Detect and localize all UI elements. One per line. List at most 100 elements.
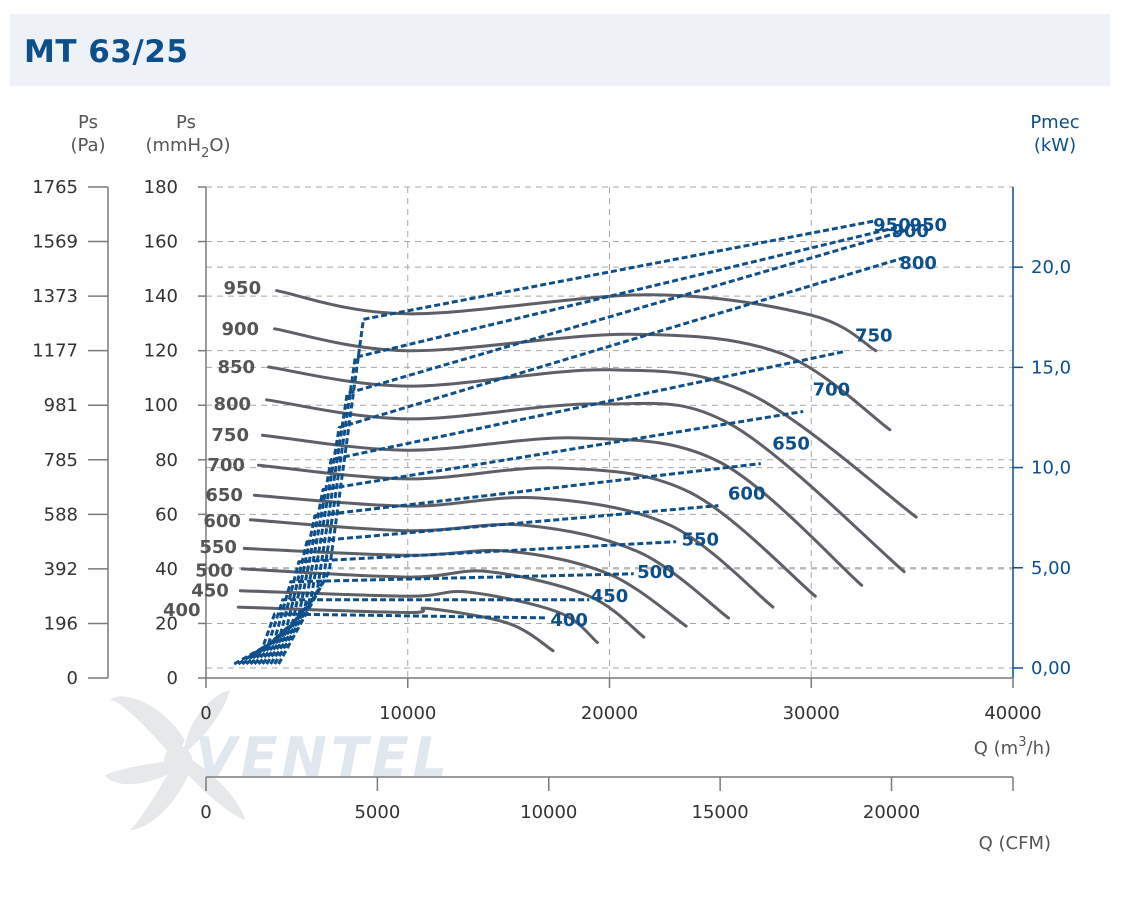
power-curve-label: 600: [728, 484, 766, 505]
power-curve-label: 750: [855, 325, 893, 346]
power-curve-label: 950: [909, 215, 947, 236]
cfm-tick-label: 0: [200, 802, 211, 823]
pressure-curve-600: [248, 518, 730, 620]
axis-ticks: 0 20 40 60 80 100 120 140 160 180 0 196 392 588 785 981…: [32, 177, 1071, 823]
pressure-curve-label: 500: [195, 560, 233, 581]
curve-labels: 9509008508007507006506005505004504009509…: [163, 215, 947, 631]
pressure-curve-label: 450: [191, 581, 229, 602]
m3h-tick-label: 20000: [581, 703, 638, 724]
fan-blade-icon: [105, 690, 245, 830]
power-curve-500: [241, 572, 634, 666]
power-curve-label: 800: [899, 253, 937, 274]
power-curves: [233, 219, 911, 666]
m3h-tick-label: 40000: [984, 703, 1041, 724]
mmh2o-tick-label: 40: [155, 559, 178, 580]
mmh2o-subscript: 2: [201, 146, 209, 161]
power-curve-400: [233, 612, 545, 666]
power-curve-label: 550: [681, 530, 719, 551]
pressure-curve-label: 950: [224, 278, 262, 299]
mmh2o-suffix: O): [209, 135, 230, 156]
power-curve-800: [265, 255, 907, 665]
pressure-curve-label: 750: [211, 425, 249, 446]
cfm-tick-label: 5000: [354, 802, 400, 823]
kw-tick-label: 15,0: [1031, 357, 1071, 378]
kw-tick-label: 20,0: [1031, 257, 1071, 278]
mmh2o-tick-label: 20: [155, 613, 178, 634]
pressure-curve-label: 800: [213, 394, 251, 415]
m3h-tick-label: 0: [200, 703, 211, 724]
pressure-curve-label: 850: [217, 357, 255, 378]
mmh2o-tick-label: 120: [144, 341, 178, 362]
mmh2o-tick-label: 60: [155, 504, 178, 525]
power-curve-850: [269, 227, 911, 665]
mmh2o-axis-title-line2: (mmH2O): [145, 135, 230, 161]
pressure-curve-850: [267, 365, 918, 519]
cfm-tick-label: 20000: [863, 802, 920, 823]
pressure-curve-label: 700: [207, 455, 245, 476]
chart-axes: [107, 187, 1014, 778]
q-m3h-superscript: 3: [1018, 735, 1026, 750]
power-curve-650: [253, 462, 761, 666]
kw-tick-label: 5,00: [1031, 558, 1071, 579]
kw-tick-label: 0,00: [1031, 658, 1071, 679]
mmh2o-tick-label: 0: [167, 668, 178, 689]
ventel-logo-watermark: VENTEL: [105, 690, 451, 830]
pressure-curve-label: 650: [205, 485, 243, 506]
pressure-curve-650: [252, 493, 775, 609]
pa-tick-label: 1177: [32, 341, 78, 362]
cfm-tick-label: 10000: [520, 802, 577, 823]
cfm-tick-label: 15000: [692, 802, 749, 823]
power-curve-label: 900: [891, 221, 929, 242]
pa-tick-label: 1373: [32, 286, 78, 307]
pa-tick-label: 981: [44, 395, 78, 416]
power-curve-label: 700: [813, 379, 851, 400]
mmh2o-axis-title-line1: Ps: [176, 112, 196, 133]
pressure-curve-label: 400: [163, 600, 201, 621]
page-title: MT 63/25: [24, 34, 189, 70]
mmh2o-tick-label: 100: [144, 395, 178, 416]
mmh2o-tick-label: 180: [144, 177, 178, 198]
pa-tick-label: 196: [44, 613, 78, 634]
q-m3h-suffix: /h): [1027, 738, 1052, 759]
power-curve-label: 500: [637, 562, 675, 583]
pa-tick-label: 0: [67, 668, 78, 689]
mmh2o-tick-label: 80: [155, 450, 178, 471]
pa-axis-title-line2: (Pa): [70, 135, 105, 156]
power-curve-750: [261, 349, 846, 665]
m3h-tick-label: 30000: [783, 703, 840, 724]
pressure-curve-700: [257, 463, 817, 598]
mmh2o-prefix: (mmH: [145, 135, 201, 156]
pressure-curve-750: [261, 433, 864, 587]
pressure-curve-label: 900: [222, 319, 260, 340]
pressure-curve-500: [240, 567, 646, 639]
pa-tick-label: 785: [44, 450, 78, 471]
m3h-tick-label: 10000: [379, 703, 436, 724]
power-curve-900: [273, 225, 899, 665]
axis-titles: Ps (Pa) Ps (mmH2O) Pmec (kW) Q (m3/h) Q …: [70, 112, 1079, 854]
header-bar: MT 63/25: [10, 14, 1110, 86]
power-curve-600: [249, 504, 719, 666]
kw-tick-label: 10,0: [1031, 458, 1071, 479]
pa-tick-label: 1765: [32, 177, 78, 198]
pmec-axis-title-line2: (kW): [1034, 135, 1076, 156]
pa-axis-title-line1: Ps: [78, 112, 98, 133]
q-m3h-axis-title: Q (m3/h): [974, 735, 1051, 759]
q-cfm-axis-title: Q (CFM): [979, 833, 1051, 854]
pa-tick-label: 392: [44, 559, 78, 580]
pressure-curve-label: 600: [203, 511, 241, 532]
mmh2o-tick-label: 160: [144, 232, 178, 253]
power-curve-label: 650: [772, 434, 810, 455]
power-curve-label: 400: [550, 610, 588, 631]
q-m3h-prefix: Q (m: [974, 738, 1018, 759]
pressure-curve-label: 550: [199, 537, 237, 558]
pressure-curve-900: [273, 327, 892, 432]
pmec-axis-title-line1: Pmec: [1030, 112, 1079, 133]
pressure-curve-400: [236, 605, 555, 653]
mmh2o-tick-label: 140: [144, 286, 178, 307]
pressure-curve-950: [275, 289, 878, 353]
ventel-logo-text: VENTEL: [195, 726, 451, 789]
pa-tick-label: 588: [44, 504, 78, 525]
power-curve-label: 450: [591, 586, 629, 607]
power-curve-700: [257, 410, 804, 665]
